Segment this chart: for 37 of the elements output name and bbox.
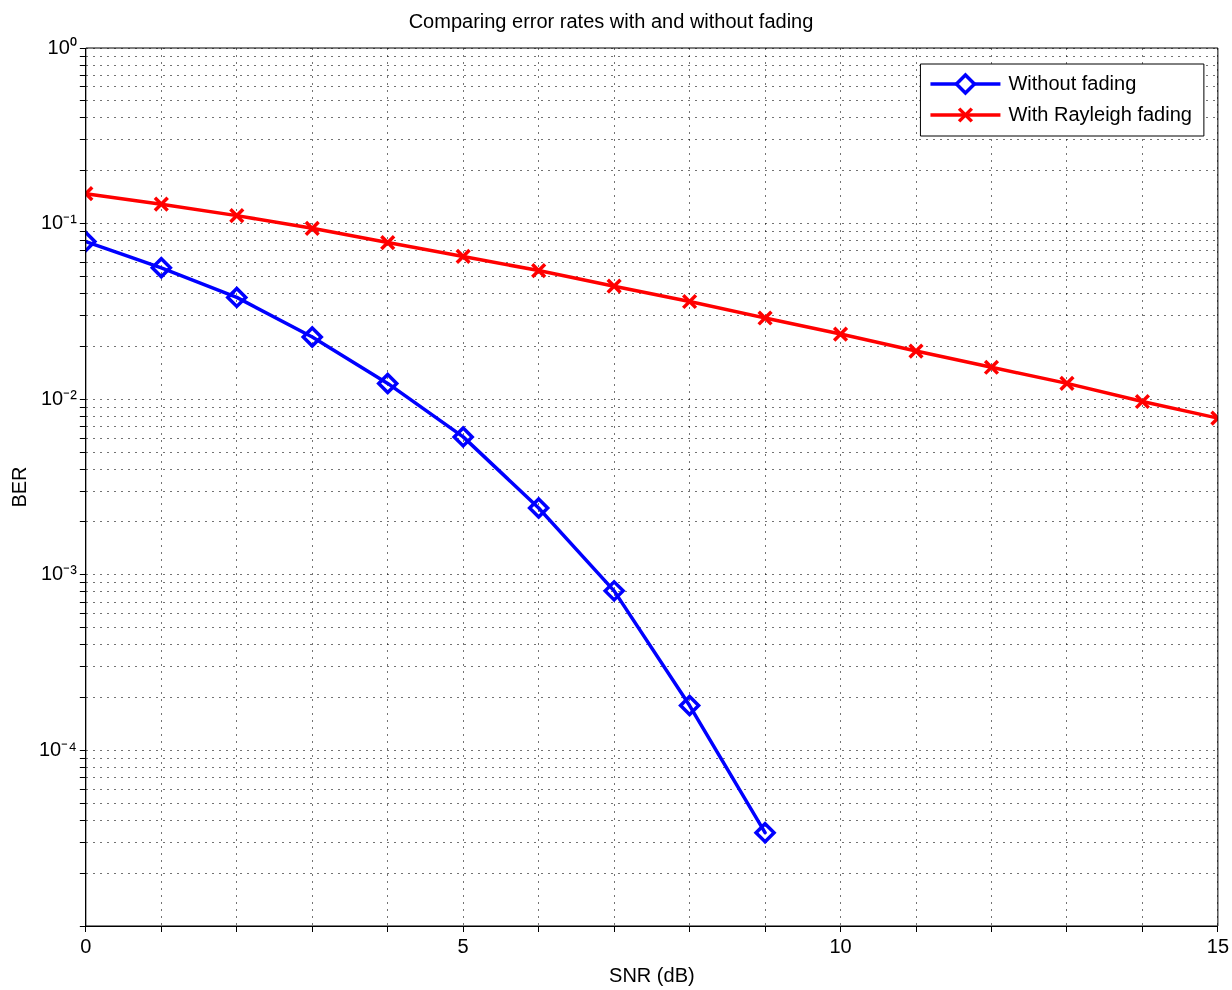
point	[832, 325, 849, 343]
point	[301, 326, 323, 348]
point	[681, 293, 698, 310]
x-tick-label: 0	[80, 934, 92, 957]
legend-label: With Rayleigh fading	[1008, 102, 1192, 125]
point	[907, 342, 925, 360]
y-tick-label: 10⁻¹	[40, 211, 78, 234]
point	[527, 497, 550, 519]
point	[452, 426, 474, 448]
x-axis-title: SNR (dB)	[609, 963, 695, 986]
point	[376, 372, 399, 395]
point	[228, 207, 245, 224]
x-tick-label: 15	[1206, 934, 1229, 957]
legend-label: Without fading	[1008, 71, 1137, 94]
point	[678, 694, 701, 717]
y-tick-label: 10⁻²	[40, 386, 78, 409]
y-tick-label: 10⁻⁴	[39, 737, 77, 760]
point	[983, 359, 1000, 376]
point	[153, 196, 170, 213]
point	[1058, 375, 1076, 392]
point	[1134, 393, 1151, 410]
point	[304, 220, 321, 237]
point	[530, 262, 547, 279]
x-tick-label: 5	[457, 934, 469, 957]
point	[756, 309, 774, 327]
point	[150, 257, 173, 279]
point	[606, 278, 623, 295]
point	[455, 248, 472, 265]
point	[754, 821, 776, 844]
y-tick-label: 10⁻³	[40, 562, 78, 585]
point	[226, 286, 248, 309]
y-tick-label: 10⁰	[47, 35, 77, 58]
y-axis-title: BER	[7, 466, 30, 508]
x-tick-label: 10	[829, 934, 852, 957]
point	[379, 234, 396, 251]
point	[603, 580, 625, 602]
chart-title: Comparing error rates with and without fading	[408, 9, 814, 32]
